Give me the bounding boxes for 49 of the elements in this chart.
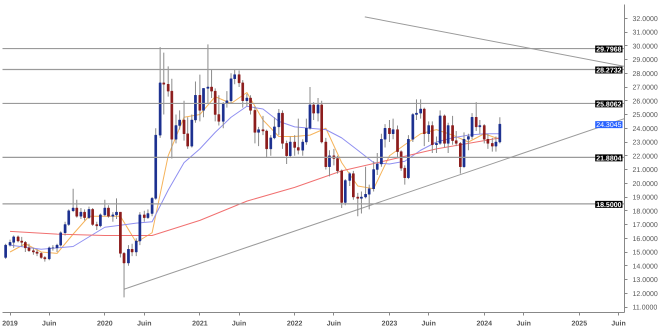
candlestick bbox=[498, 116, 502, 144]
candlestick bbox=[288, 136, 292, 158]
candlestick bbox=[198, 74, 202, 122]
candlestick bbox=[277, 108, 280, 136]
candlestick bbox=[115, 198, 118, 220]
candlestick bbox=[293, 134, 296, 156]
candlestick bbox=[490, 137, 494, 152]
candlestick bbox=[474, 102, 478, 132]
candlestick bbox=[75, 199, 78, 218]
candlestick bbox=[80, 208, 82, 220]
candlestick bbox=[91, 208, 94, 226]
candlestick bbox=[88, 206, 90, 220]
candlestick bbox=[103, 199, 106, 217]
candlestick bbox=[296, 118, 300, 155]
candlestick bbox=[427, 120, 430, 142]
candlestick bbox=[316, 98, 320, 122]
candlestick bbox=[348, 172, 352, 186]
candlestick bbox=[352, 170, 355, 200]
candlestick bbox=[451, 115, 454, 146]
candlestick bbox=[360, 191, 363, 214]
candlestick bbox=[142, 210, 146, 222]
candlestick bbox=[217, 94, 220, 126]
candlestick bbox=[214, 88, 217, 122]
candlestick bbox=[48, 246, 51, 261]
candlestick bbox=[344, 178, 347, 206]
candlestick bbox=[162, 52, 166, 115]
candlestick bbox=[312, 102, 315, 120]
candlestick bbox=[446, 122, 450, 154]
candlestick bbox=[246, 93, 248, 107]
candlestick bbox=[24, 240, 27, 252]
candlestick bbox=[459, 142, 462, 174]
candlestick bbox=[419, 98, 422, 120]
candlestick bbox=[388, 120, 391, 142]
candlestick bbox=[392, 118, 394, 140]
candlestick bbox=[99, 213, 102, 228]
candlestick bbox=[186, 116, 190, 150]
candlestick bbox=[83, 208, 86, 221]
candlestick bbox=[482, 124, 486, 144]
candlestick bbox=[257, 126, 260, 147]
candlestick bbox=[127, 244, 130, 266]
candlestick bbox=[230, 72, 232, 104]
candlestick bbox=[372, 160, 375, 192]
candlestick bbox=[20, 236, 24, 247]
candlestick bbox=[12, 235, 16, 248]
candlestick bbox=[328, 150, 331, 177]
candlestick bbox=[430, 120, 434, 154]
candlestick bbox=[478, 120, 482, 134]
candlestick bbox=[130, 243, 134, 257]
candlestick bbox=[174, 114, 178, 144]
